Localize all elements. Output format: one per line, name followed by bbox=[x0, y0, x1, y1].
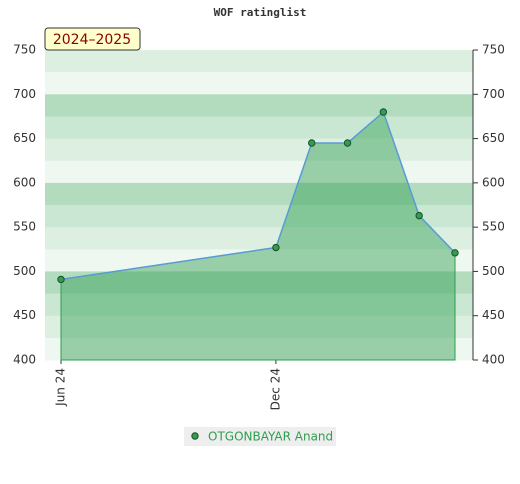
y2-tick-label: 450 bbox=[482, 308, 505, 322]
band bbox=[45, 138, 473, 162]
y2-tick-label: 600 bbox=[482, 175, 505, 189]
legend-label: OTGONBAYAR Anand bbox=[208, 430, 333, 444]
y2-tick-label: 500 bbox=[482, 264, 505, 278]
band bbox=[45, 94, 473, 117]
point bbox=[415, 211, 423, 220]
point bbox=[379, 108, 388, 116]
y-tick-label: 550 bbox=[13, 220, 36, 234]
point bbox=[343, 139, 352, 147]
y2-tick-label: 550 bbox=[482, 220, 505, 234]
y-tick-label: 750 bbox=[13, 43, 36, 57]
x-tick-label: Jun 24 bbox=[54, 368, 68, 407]
point bbox=[451, 249, 459, 257]
badge: 2024–2025 bbox=[53, 32, 131, 48]
chart-title: WOF ratinglist bbox=[214, 6, 307, 19]
point bbox=[272, 243, 280, 252]
background-bands bbox=[45, 50, 473, 361]
band bbox=[45, 182, 473, 206]
point bbox=[57, 275, 65, 284]
y-tick-label: 500 bbox=[13, 264, 36, 278]
band bbox=[45, 227, 473, 250]
legend-box bbox=[184, 427, 336, 446]
band bbox=[45, 160, 473, 184]
band bbox=[45, 315, 473, 339]
y2-tick-label: 750 bbox=[482, 43, 505, 57]
x-tick-label: Dec 24 bbox=[268, 368, 282, 410]
y2-tick-label: 400 bbox=[482, 353, 505, 367]
point bbox=[308, 139, 316, 147]
band bbox=[45, 293, 473, 317]
y-tick-label: 650 bbox=[13, 131, 36, 145]
band bbox=[45, 72, 473, 95]
legend-marker bbox=[191, 432, 199, 440]
band bbox=[45, 116, 473, 140]
y-tick-label: 450 bbox=[13, 308, 36, 322]
band bbox=[45, 50, 473, 73]
y2-tick-label: 700 bbox=[482, 87, 505, 101]
plot: 400 400 450 450 500 500 550 550 600 600 650 650 700 7… bbox=[13, 43, 505, 411]
y2-tick-label: 650 bbox=[482, 131, 505, 145]
y-tick-label: 700 bbox=[13, 87, 36, 101]
band bbox=[45, 271, 473, 295]
band bbox=[45, 337, 473, 361]
band bbox=[45, 205, 473, 228]
y-tick-label: 400 bbox=[13, 353, 36, 367]
y-tick-label: 600 bbox=[13, 175, 36, 189]
badge-box bbox=[44, 27, 141, 51]
